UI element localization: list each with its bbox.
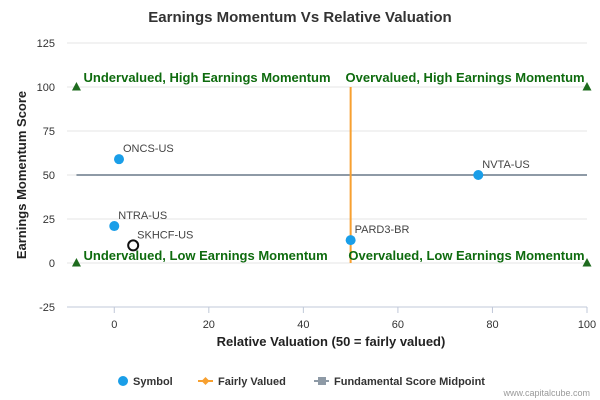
data-point xyxy=(114,154,124,165)
data-point xyxy=(473,170,484,180)
data-point-label: NVTA-US xyxy=(482,159,529,171)
corner-triangle-icon xyxy=(582,258,592,267)
x-tick-label: 60 xyxy=(392,319,404,331)
legend: Symbol Fairly Valued Fundamental Score Mid… xyxy=(118,376,485,388)
legend-label: Symbol xyxy=(133,376,173,388)
legend-diamond-icon xyxy=(201,377,210,385)
credit-text: www.capitalcube.com xyxy=(502,388,590,398)
data-point xyxy=(127,239,140,252)
x-axis-title: Relative Valuation (50 = fairly valued) xyxy=(217,334,446,349)
data-point-label: NTRA-US xyxy=(118,210,167,222)
y-tick-label: 100 xyxy=(37,82,55,94)
data-point xyxy=(109,221,120,232)
legend-symbol-icon xyxy=(118,376,128,386)
data-point-label: SKHCF-US xyxy=(137,229,193,241)
corner-triangle-icon xyxy=(582,82,592,91)
data-point xyxy=(345,235,356,246)
data-points: ONCS-US NVTA-US NTRA-US SKHCF-US PARD3-BR xyxy=(109,143,530,252)
y-tick-label: 50 xyxy=(43,170,55,182)
quadrant-labels: Undervalued, High Earnings Momentum Overv… xyxy=(84,70,585,263)
x-tick-label: 0 xyxy=(111,319,117,331)
quadrant-label-top-right: Overvalued, High Earnings Momentum xyxy=(346,70,585,85)
y-tick-label: 125 xyxy=(37,38,55,50)
x-tick-label: 100 xyxy=(578,319,596,331)
legend-label: Fairly Valued xyxy=(218,376,286,388)
chart-title: Earnings Momentum Vs Relative Valuation xyxy=(148,9,451,26)
legend-label: Fundamental Score Midpoint xyxy=(334,376,485,388)
axis-layer: -25 0 25 50 75 100 125 0 20 40 60 80 100 xyxy=(37,38,597,331)
corner-triangle-icon xyxy=(71,258,81,267)
y-tick-label: 0 xyxy=(49,258,55,270)
legend-square-icon xyxy=(318,377,326,385)
y-tick-label: 25 xyxy=(43,214,55,226)
corner-triangle-icon xyxy=(71,82,81,91)
quadrant-label-top-left: Undervalued, High Earnings Momentum xyxy=(84,70,331,85)
x-tick-label: 80 xyxy=(486,319,498,331)
reference-lines xyxy=(71,82,592,267)
quadrant-label-bottom-left: Undervalued, Low Earnings Momentum xyxy=(84,248,328,263)
y-axis-title: Earnings Momentum Score xyxy=(14,91,29,259)
x-tick-label: 20 xyxy=(203,319,215,331)
y-tick-label: 75 xyxy=(43,126,55,138)
data-point-label: PARD3-BR xyxy=(355,224,410,236)
y-tick-label: -25 xyxy=(39,302,55,314)
quadrant-label-bottom-right: Overvalued, Low Earnings Momentum xyxy=(348,248,584,263)
data-point-label: ONCS-US xyxy=(123,143,174,155)
x-tick-label: 40 xyxy=(297,319,309,331)
